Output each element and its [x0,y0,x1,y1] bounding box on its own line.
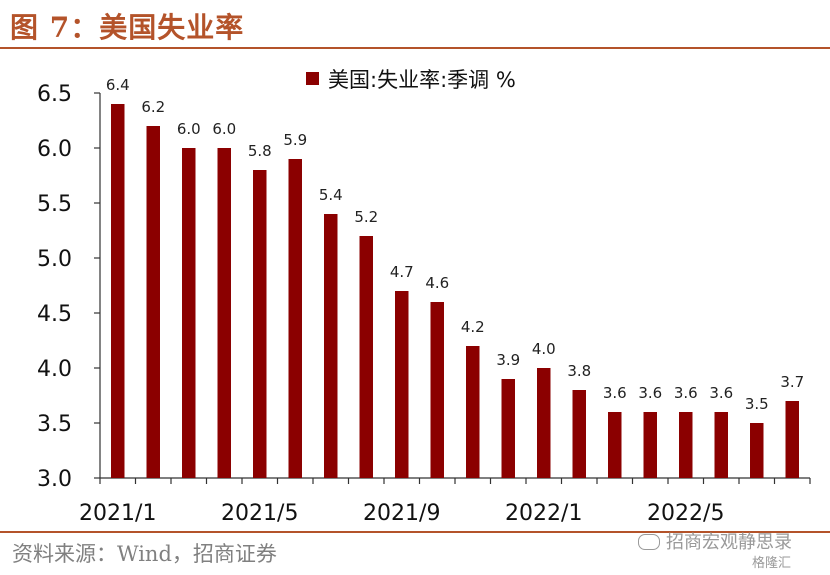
footer-divider [0,531,830,533]
data-labels: 6.4 6.2 6.0 6.0 5.8 5.9 5.4 5.2 4.7 4.6 4.2 3.9 4.0 3… [106,76,804,413]
data-label: 4.0 [532,340,556,358]
data-label: 6.0 [177,120,201,138]
figure-title: 图 7：美国失业率 [10,11,245,44]
bar [288,159,302,478]
bar-series [111,104,799,478]
y-tick-label: 5.5 [37,192,72,217]
y-tick-label: 4.5 [37,302,72,327]
bar [572,390,586,478]
y-tick-label: 6.0 [37,137,72,162]
bar [324,214,338,478]
x-tick-label: 2022/1 [505,501,582,525]
y-tick-label: 5.0 [37,247,72,272]
wechat-icon [638,534,660,550]
data-label: 3.9 [496,351,520,369]
legend-label: 美国:失业率:季调 % [328,68,516,92]
data-label: 5.8 [248,142,272,160]
bar [643,412,657,478]
bar [537,368,551,478]
bar [217,148,231,478]
x-tick-label: 2021/5 [221,501,298,525]
data-label: 4.6 [425,274,449,292]
bar [466,346,480,478]
data-label: 5.9 [283,131,307,149]
x-tick-label: 2021/1 [79,501,156,525]
bar [182,148,196,478]
data-label: 3.8 [567,362,591,380]
y-tick-label: 6.5 [37,82,72,107]
y-tick-label: 3.0 [37,467,72,492]
bar [253,170,267,478]
title-divider [0,47,830,49]
data-label: 5.4 [319,186,343,204]
watermark: 招商宏观静思录 [638,528,792,554]
data-label: 4.7 [390,263,414,281]
bar [359,236,373,478]
y-axis: 3.0 3.5 4.0 4.5 5.0 5.5 6.0 6.5 [37,82,101,492]
y-tick-label: 3.5 [37,412,72,437]
x-axis: 2021/1 2021/5 2021/9 2022/1 2022/5 [79,477,811,525]
bar [785,401,799,478]
data-label: 4.2 [461,318,485,336]
bar [395,291,409,478]
data-label: 3.6 [638,384,662,402]
data-label: 6.4 [106,76,130,94]
unemployment-bar-chart: 3.03.54.04.55.05.56.06.5 2021/1 2021/5 202… [37,68,811,525]
bar [679,412,693,478]
data-label: 5.2 [354,208,378,226]
bar [430,302,444,478]
y-tick-label: 4.0 [37,357,72,382]
bar [146,126,160,478]
data-label: 6.0 [212,120,236,138]
watermark-secondary: 格隆汇 [752,556,792,571]
bar [750,423,764,478]
data-label: 3.6 [674,384,698,402]
bar [714,412,728,478]
bar [608,412,622,478]
watermark-text: 招商宏观静思录 [666,532,792,553]
legend: 美国:失业率:季调 % [306,68,516,92]
data-label: 3.7 [780,373,804,391]
data-label: 6.2 [141,98,165,116]
bar [501,379,515,478]
source-note: 资料来源：Wind，招商证券 [12,542,277,566]
x-tick-label: 2022/5 [647,501,724,525]
data-label: 3.6 [709,384,733,402]
legend-swatch [306,72,319,85]
x-tick-label: 2021/9 [363,501,440,525]
bar [111,104,125,478]
data-label: 3.5 [745,395,769,413]
data-label: 3.6 [603,384,627,402]
